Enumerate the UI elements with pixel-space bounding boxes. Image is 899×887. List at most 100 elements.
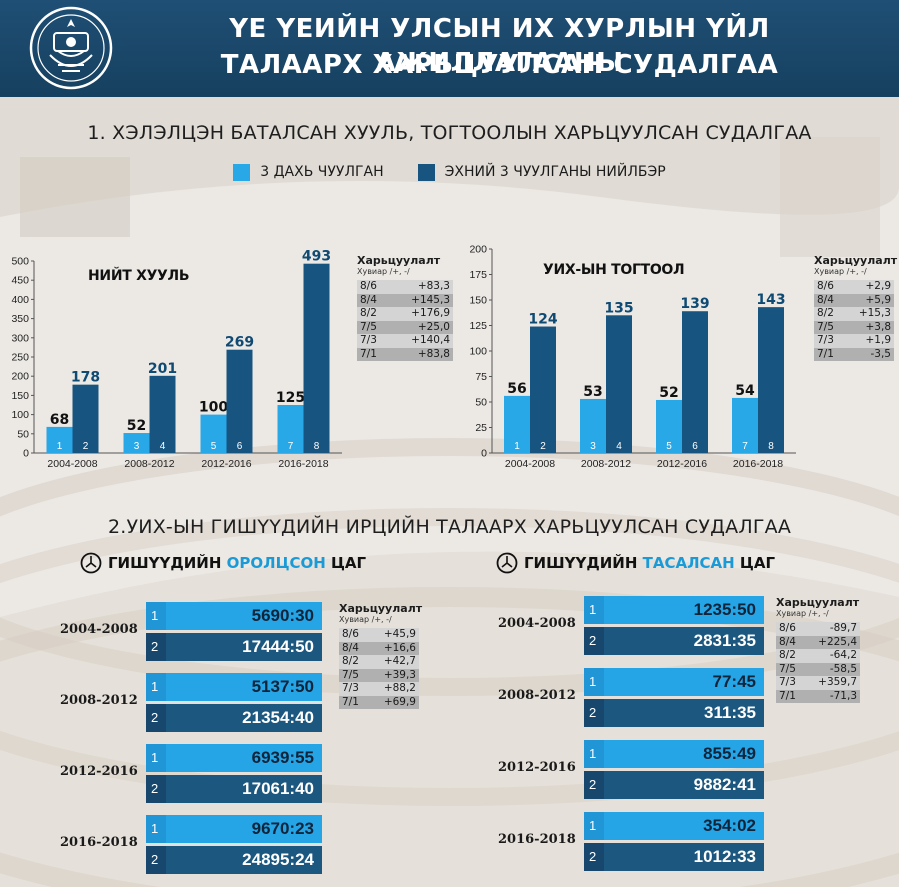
hours-row: 2 2831:35 <box>584 627 764 655</box>
y-tick-label: 450 <box>11 275 29 287</box>
comparison-row: 8/4 +5,9 <box>814 293 894 307</box>
comparison-row: 8/2 +15,3 <box>814 307 894 321</box>
bar-value-label: 135 <box>604 300 633 316</box>
comparison-value: +39,3 <box>383 668 416 681</box>
laws-chart-title: НИЙТ ХУУЛЬ <box>88 268 190 284</box>
bar <box>758 307 784 453</box>
period-label: 2004-2008 <box>498 616 576 631</box>
chart-legend: 3 ДАХЬ ЧУУЛГАН ЭХНИЙ 3 ЧУУЛГАНЫ НИЙЛБЭР <box>0 161 899 183</box>
comparison-value: +42,7 <box>383 655 416 667</box>
y-tick-label: 200 <box>469 244 487 256</box>
bar <box>303 263 330 453</box>
bar <box>530 326 556 453</box>
y-tick-label: 400 <box>11 294 29 306</box>
header-banner: ҮЕ ҮЕИЙН УЛСЫН ИХ ХУРЛЫН ҮЙЛ АЖИЛЛАГААНЫ… <box>0 0 899 97</box>
clock-icon <box>496 552 518 574</box>
bar-value-label: 178 <box>71 370 100 386</box>
comparison-value: +45,9 <box>383 628 416 640</box>
comparison-key: 7/3 <box>779 676 796 688</box>
attended-title-pre: ГИШҮҮДИЙН <box>108 554 227 572</box>
laws-comparison-sub: Хувиар /+, -/ <box>357 267 410 276</box>
bar <box>226 349 253 453</box>
hours-row: 1 77:45 <box>584 668 764 696</box>
comparison-row: 7/1 -3,5 <box>814 347 894 361</box>
comparison-row: 8/2 +176,9 <box>357 307 453 321</box>
period-label: 2004-2008 <box>60 622 138 637</box>
hours-row: 2 21354:40 <box>146 704 322 732</box>
hours-value: 9882:41 <box>604 771 764 799</box>
comparison-key: 7/1 <box>360 347 377 360</box>
resolutions-chart-svg: 025507510012515017520056112422004-200853… <box>469 244 796 470</box>
bar-number-label: 3 <box>590 441 596 452</box>
bar-value-label: 124 <box>528 312 557 328</box>
y-tick-label: 100 <box>11 409 29 421</box>
comparison-key: 8/6 <box>360 280 377 292</box>
attended-comparison-title: Харьцуулалт <box>339 602 423 615</box>
page-title-line1: ҮЕ ҮЕИЙН УЛСЫН ИХ ХУРЛЫН ҮЙЛ АЖИЛЛАГААНЫ <box>229 14 770 78</box>
hours-value: 1235:50 <box>604 596 764 624</box>
bar-number-label: 1 <box>57 441 63 452</box>
comparison-value: +88,2 <box>383 682 416 694</box>
page-title-line2: ТАЛААРХ ХАРЬЦУУЛСАН СУДАЛГАА <box>220 50 779 80</box>
hours-row-number: 2 <box>146 633 166 661</box>
comparison-key: 8/6 <box>342 628 359 640</box>
legend-swatch-dark <box>417 163 435 181</box>
resolutions-comparison-sub: Хувиар /+, -/ <box>814 267 867 276</box>
y-tick-label: 150 <box>469 295 487 307</box>
laws-chart: 0 50 100 150 200 250 300 350 400 450 500 68 1 178 2 200… <box>0 240 345 480</box>
comparison-value: +145,3 <box>411 293 450 306</box>
comparison-row: 7/1 -71,3 <box>776 689 860 703</box>
missed-title-highlight: ТАСАЛСАН <box>642 554 735 572</box>
legend-item-first-three-sum: ЭХНИЙ 3 ЧУУЛГАНЫ НИЙЛБЭР <box>417 161 666 183</box>
comparison-key: 8/2 <box>779 649 796 661</box>
comparison-value: +225,4 <box>818 635 857 648</box>
hours-row-number: 1 <box>584 596 604 624</box>
bar <box>149 375 176 453</box>
hours-row-number: 1 <box>584 668 604 696</box>
hours-row-number: 2 <box>584 627 604 655</box>
hours-row-number: 1 <box>146 602 166 630</box>
hours-value: 855:49 <box>604 740 764 768</box>
attended-comparison-table: Харьцуулалт Хувиар /+, -/ 8/6 +45,9 8/4 +16… <box>339 602 423 709</box>
comparison-row: 8/2 +42,7 <box>339 655 419 669</box>
x-category-label: 2004-2008 <box>505 458 555 470</box>
bar <box>580 398 606 453</box>
hours-value: 17061:40 <box>166 775 322 803</box>
bar-number-label: 7 <box>288 441 294 452</box>
x-category-label: 2016-2018 <box>278 458 328 470</box>
comparison-row: 8/4 +225,4 <box>776 635 860 649</box>
comparison-value: +140,4 <box>411 334 450 346</box>
comparison-value: +15,3 <box>858 307 891 319</box>
hours-row: 2 17061:40 <box>146 775 322 803</box>
comparison-key: 8/6 <box>779 622 796 634</box>
y-tick-label: 500 <box>11 256 29 268</box>
y-tick-label: 75 <box>475 371 487 383</box>
period-label: 2012-2016 <box>60 764 138 779</box>
bar <box>277 405 304 453</box>
comparison-key: 8/4 <box>817 293 834 306</box>
comparison-row: 8/2 -64,2 <box>776 649 860 663</box>
comparison-value: +359,7 <box>818 676 857 688</box>
missed-title-post: ЦАГ <box>734 554 776 572</box>
hours-value: 1012:33 <box>604 843 764 871</box>
bar-number-label: 6 <box>237 441 243 452</box>
hours-row: 1 855:49 <box>584 740 764 768</box>
hours-row: 1 354:02 <box>584 812 764 840</box>
missed-comparison-title: Харьцуулалт <box>776 596 860 609</box>
comparison-key: 8/6 <box>817 280 834 292</box>
bar-number-label: 3 <box>134 441 140 452</box>
legend-item-third-session: 3 ДАХЬ ЧУУЛГАН <box>233 161 384 183</box>
x-category-label: 2012-2016 <box>657 458 707 470</box>
bar-value-label: 201 <box>148 361 177 377</box>
hours-value: 354:02 <box>604 812 764 840</box>
y-tick-label: 200 <box>11 371 29 383</box>
bar-value-label: 143 <box>756 292 785 308</box>
bar-number-label: 4 <box>616 441 622 452</box>
comparison-row: 8/6 +2,9 <box>814 280 894 294</box>
hours-row-number: 2 <box>146 846 166 874</box>
hours-row: 2 17444:50 <box>146 633 322 661</box>
hours-row: 2 311:35 <box>584 699 764 727</box>
comparison-row: 7/5 +39,3 <box>339 668 419 682</box>
y-tick-label: 0 <box>481 448 487 460</box>
attended-comparison-sub: Хувиар /+, -/ <box>339 615 392 624</box>
